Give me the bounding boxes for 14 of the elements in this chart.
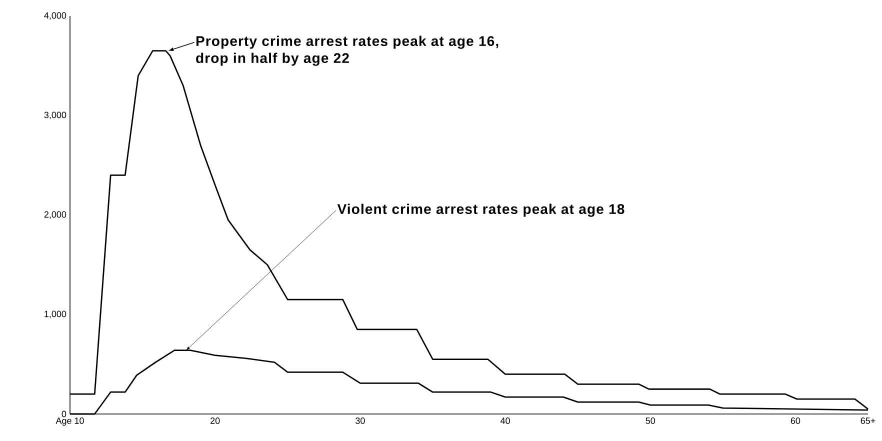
y-tick-label: 4,000 xyxy=(44,12,66,20)
x-tick-label: 65+ xyxy=(860,418,876,424)
x-tick-label: 30 xyxy=(356,418,365,424)
y-tick-label: 3,000 xyxy=(44,112,66,120)
x-tick-label: 40 xyxy=(500,418,510,424)
x-tick-label: Age 10 xyxy=(56,418,84,426)
y-tick-label: 1,000 xyxy=(44,310,66,318)
x-tick-label: 20 xyxy=(210,418,220,424)
x-tick-label: 60 xyxy=(790,418,800,424)
y-tick-label: 0 xyxy=(62,410,66,418)
x-tick-label: 50 xyxy=(646,418,656,424)
annotation: Property crime arrest rates peak at age 16, drop in half by age 22 xyxy=(196,36,498,66)
annotation: Violent crime arrest rates peak at age 18 xyxy=(337,204,624,217)
y-tick-label: 2,000 xyxy=(44,211,66,219)
